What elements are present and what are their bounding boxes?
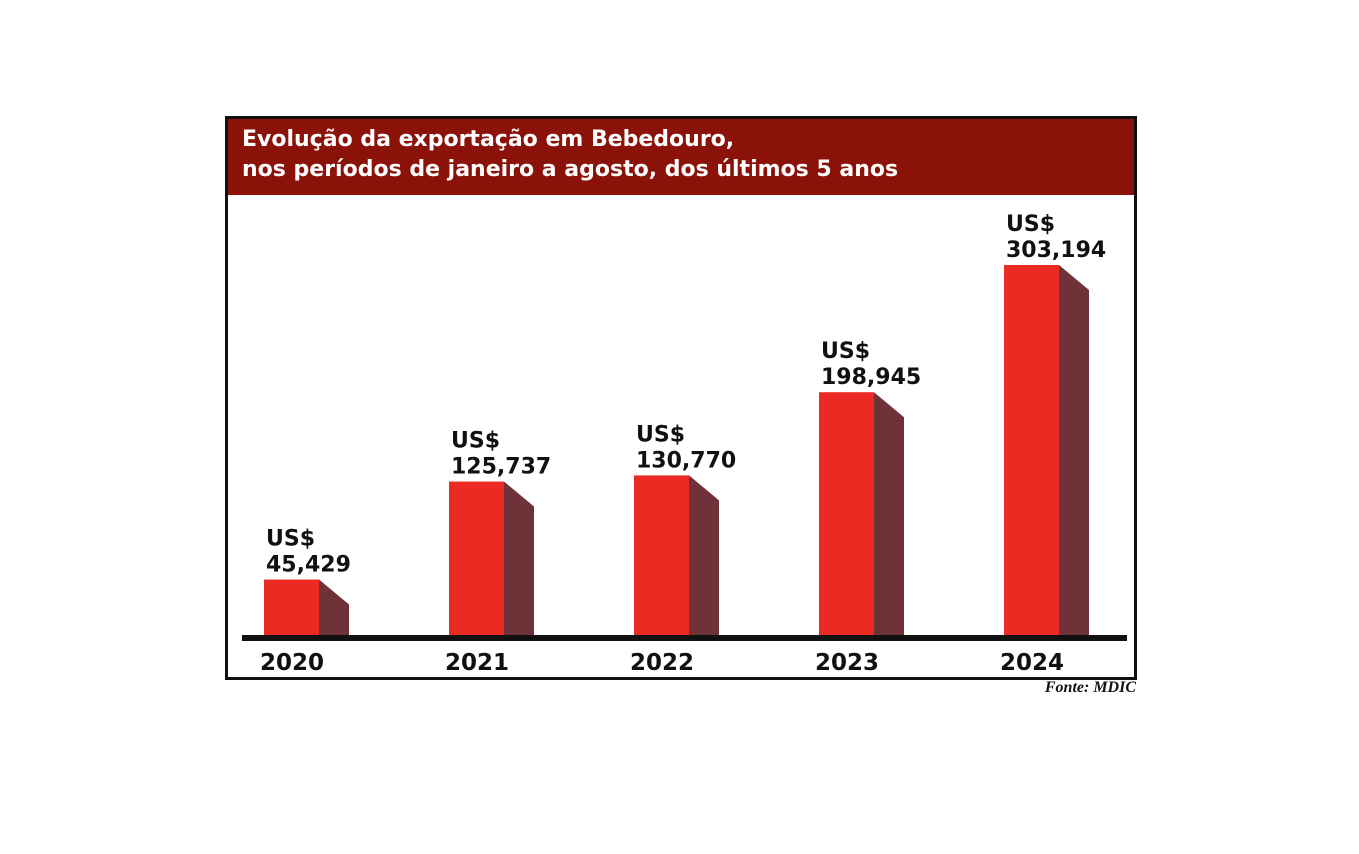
bar-side-2021 — [504, 481, 534, 635]
chart-title-line-1: Evolução da exportação em Bebedouro, — [242, 127, 735, 152]
bar-side-2020 — [319, 579, 349, 635]
x-tick-label-2022: 2022 — [630, 650, 694, 676]
value-currency-2022: US$ — [636, 422, 685, 447]
x-axis-line — [242, 635, 1127, 641]
bar-front-2023 — [819, 392, 874, 635]
x-tick-label-2023: 2023 — [815, 650, 879, 676]
bar-front-2024 — [1004, 265, 1059, 635]
x-tick-label-2021: 2021 — [445, 650, 509, 676]
value-currency-2021: US$ — [451, 429, 500, 454]
x-tick-label-2020: 2020 — [260, 650, 324, 676]
bar-2024 — [1004, 265, 1089, 635]
bar-2020 — [264, 579, 349, 635]
bar-2021 — [449, 481, 534, 635]
value-currency-2023: US$ — [821, 339, 870, 364]
value-label-2020: 45,429 — [266, 553, 351, 578]
bar-side-2024 — [1059, 265, 1089, 635]
value-currency-2024: US$ — [1006, 212, 1055, 237]
value-currency-2020: US$ — [266, 527, 315, 552]
value-label-2021: 125,737 — [451, 455, 551, 480]
value-label-2024: 303,194 — [1006, 238, 1106, 263]
value-label-2023: 198,945 — [821, 365, 921, 390]
value-label-2022: 130,770 — [636, 448, 736, 473]
bar-front-2020 — [264, 579, 319, 635]
bar-2023 — [819, 392, 904, 635]
chart-title-line-2: nos períodos de janeiro a agosto, dos úl… — [242, 157, 899, 182]
bar-chart: US$45,4292020US$125,7372021US$130,770202… — [242, 212, 1127, 676]
bar-side-2023 — [874, 392, 904, 635]
x-tick-label-2024: 2024 — [1000, 650, 1064, 676]
bar-2022 — [634, 475, 719, 635]
bar-front-2022 — [634, 475, 689, 635]
chart-header: Evolução da exportação em Bebedouro, nos… — [228, 119, 1134, 195]
bar-side-2022 — [689, 475, 719, 635]
source-note: Fonte: MDIC — [1044, 679, 1136, 696]
chart-frame: Evolução da exportação em Bebedouro, nos… — [225, 116, 1137, 680]
bar-front-2021 — [449, 481, 504, 635]
